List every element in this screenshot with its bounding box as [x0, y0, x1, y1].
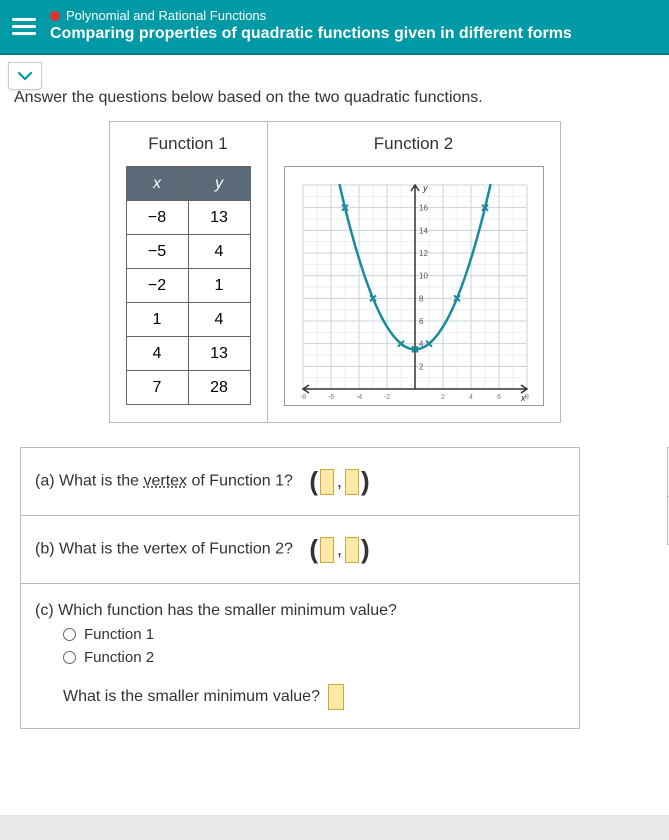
questions-box: (a) What is the vertex of Function 1? ( … — [20, 447, 580, 729]
radio-icon[interactable] — [63, 628, 76, 641]
content-area: Answer the questions below based on the … — [0, 55, 669, 815]
svg-text:-4: -4 — [355, 394, 361, 401]
left-paren-icon: ( — [309, 466, 318, 497]
table-row: −21 — [126, 269, 250, 303]
function2-column: Function 2 246810121416yx-8-6-4-22468 — [267, 122, 560, 422]
topbar-text: Polynomial and Rational Functions Compar… — [50, 8, 572, 43]
svg-text:8: 8 — [419, 294, 424, 303]
vertex-term[interactable]: vertex — [143, 473, 187, 490]
function1-table: x y −813 −54 −21 14 413 728 — [126, 166, 251, 405]
page-title: Comparing properties of quadratic functi… — [50, 25, 572, 43]
svg-text:2: 2 — [441, 394, 445, 401]
svg-text:12: 12 — [419, 249, 428, 258]
chevron-down-icon — [18, 71, 32, 81]
answer-a-input[interactable]: ( , ) — [309, 466, 369, 497]
function1-title: Function 1 — [126, 134, 251, 154]
question-prompt: Answer the questions below based on the … — [14, 89, 655, 107]
right-paren-icon: ) — [361, 534, 370, 565]
table-header-y: y — [188, 167, 250, 201]
option-function2[interactable]: Function 2 — [63, 649, 565, 666]
question-a: (a) What is the vertex of Function 1? ( … — [21, 448, 579, 515]
answer-b-x[interactable] — [320, 537, 334, 563]
table-row: 413 — [126, 337, 250, 371]
svg-text:y: y — [422, 183, 428, 193]
table-row: −813 — [126, 201, 250, 235]
questions-wrap: (a) What is the vertex of Function 1? ( … — [14, 447, 655, 729]
min-value-input[interactable] — [328, 684, 344, 710]
svg-text:4: 4 — [469, 394, 473, 401]
answer-a-x[interactable] — [320, 469, 334, 495]
breadcrumb-label: Polynomial and Rational Functions — [66, 8, 266, 23]
answer-b-y[interactable] — [345, 537, 359, 563]
svg-text:10: 10 — [419, 272, 428, 281]
svg-text:6: 6 — [497, 394, 501, 401]
radio-icon[interactable] — [63, 651, 76, 664]
menu-icon[interactable] — [12, 14, 36, 38]
svg-text:6: 6 — [419, 317, 424, 326]
svg-text:-2: -2 — [383, 394, 389, 401]
function2-graph: 246810121416yx-8-6-4-22468 — [284, 166, 544, 406]
option-function1[interactable]: Function 1 — [63, 626, 565, 643]
svg-text:14: 14 — [419, 226, 428, 235]
svg-text:16: 16 — [419, 204, 428, 213]
right-paren-icon: ) — [361, 466, 370, 497]
question-c: (c) Which function has the smaller minim… — [21, 583, 579, 728]
table-row: 14 — [126, 303, 250, 337]
left-paren-icon: ( — [309, 534, 318, 565]
answer-b-input[interactable]: ( , ) — [309, 534, 369, 565]
table-row: −54 — [126, 235, 250, 269]
functions-panel: Function 1 x y −813 −54 −21 14 413 728 F… — [109, 121, 561, 423]
question-b: (b) What is the vertex of Function 2? ( … — [21, 515, 579, 583]
svg-text:-8: -8 — [299, 394, 305, 401]
table-header-x: x — [126, 167, 188, 201]
svg-text:-6: -6 — [327, 394, 333, 401]
svg-text:2: 2 — [419, 362, 424, 371]
table-row: 728 — [126, 371, 250, 405]
min-value-question: What is the smaller minimum value? — [63, 684, 565, 710]
function1-column: Function 1 x y −813 −54 −21 14 413 728 — [110, 122, 267, 422]
topbar: Polynomial and Rational Functions Compar… — [0, 0, 669, 55]
breadcrumb: Polynomial and Rational Functions — [50, 8, 572, 23]
status-dot-icon — [50, 11, 60, 21]
function2-title: Function 2 — [284, 134, 544, 154]
answer-a-y[interactable] — [345, 469, 359, 495]
svg-text:8: 8 — [525, 394, 529, 401]
collapse-tab[interactable] — [8, 62, 42, 90]
chart-svg: 246810121416yx-8-6-4-22468 — [285, 167, 545, 407]
